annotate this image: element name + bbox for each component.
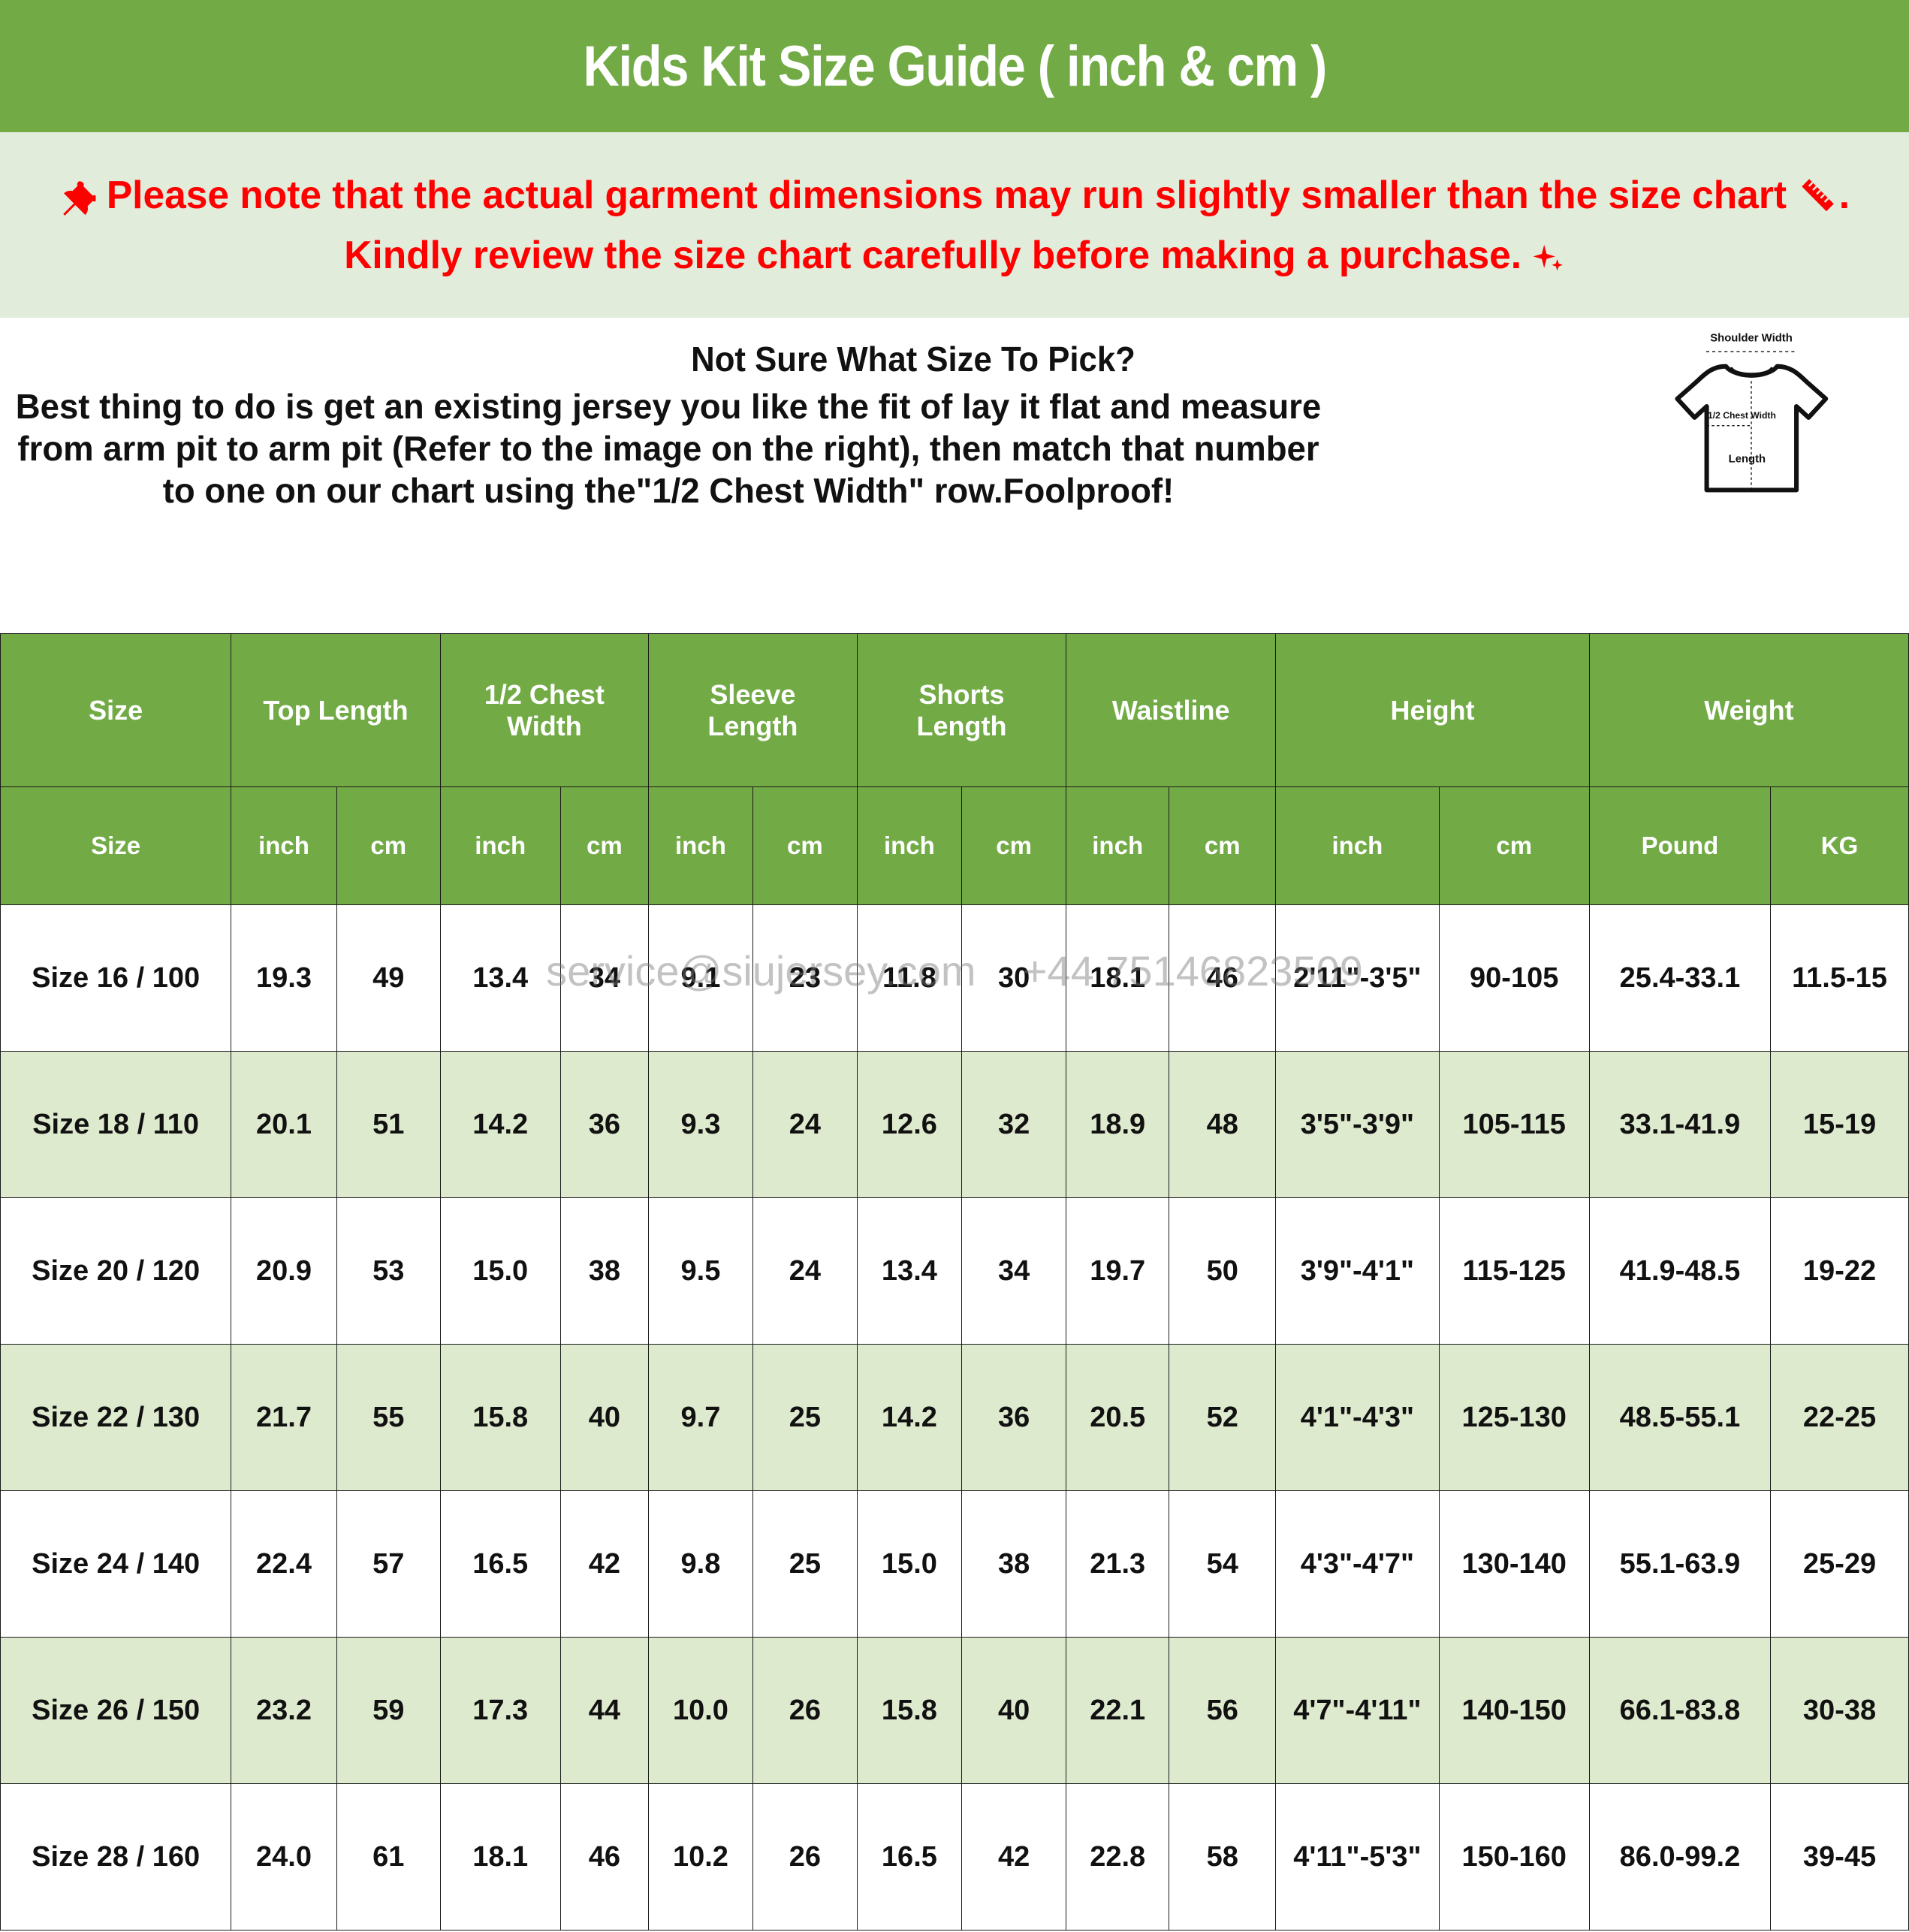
svg-text:Shoulder Width: Shoulder Width (1710, 333, 1793, 345)
svg-text:Length: Length (1729, 453, 1766, 465)
svg-text:1/2 Chest Width: 1/2 Chest Width (1708, 410, 1776, 421)
